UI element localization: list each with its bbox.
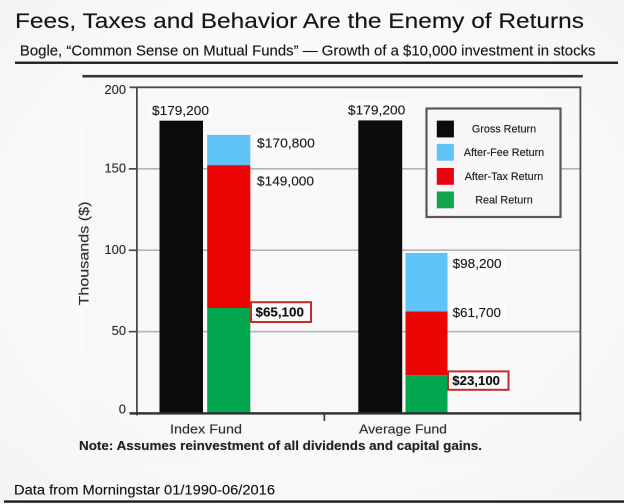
svg-text:$23,100: $23,100 [452, 374, 500, 388]
svg-text:Gross Return: Gross Return [472, 124, 536, 136]
svg-text:Data from Morningstar 01/1990-: Data from Morningstar 01/1990-06/2016 [14, 483, 275, 498]
svg-text:$149,000: $149,000 [257, 175, 314, 189]
svg-text:Thousands ($): Thousands ($) [77, 202, 92, 306]
svg-text:50: 50 [112, 324, 126, 338]
svg-text:$179,200: $179,200 [348, 103, 406, 117]
svg-text:Note: Assumes reinvestment of: Note: Assumes reinvestment of all divide… [79, 438, 482, 453]
svg-text:$65,100: $65,100 [256, 306, 304, 320]
svg-text:Bogle, “Common Sense on Mutual: Bogle, “Common Sense on Mutual Funds” — … [20, 43, 596, 60]
svg-text:Average Fund: Average Fund [359, 422, 447, 437]
svg-text:$170,800: $170,800 [257, 137, 315, 151]
svg-text:0: 0 [119, 403, 126, 417]
svg-text:100: 100 [105, 243, 127, 257]
svg-text:After-Tax Return: After-Tax Return [465, 171, 544, 183]
svg-text:150: 150 [105, 162, 127, 176]
svg-text:$179,200: $179,200 [152, 104, 209, 118]
svg-text:Fees, Taxes and Behavior Are t: Fees, Taxes and Behavior Are the Enemy o… [15, 10, 584, 33]
svg-text:Real Return: Real Return [475, 194, 533, 206]
svg-text:After-Fee Return: After-Fee Return [464, 147, 544, 159]
svg-text:$98,200: $98,200 [453, 257, 502, 271]
svg-text:200: 200 [105, 83, 127, 97]
svg-text:$61,700: $61,700 [453, 306, 501, 320]
svg-text:Index Fund: Index Fund [170, 421, 242, 436]
